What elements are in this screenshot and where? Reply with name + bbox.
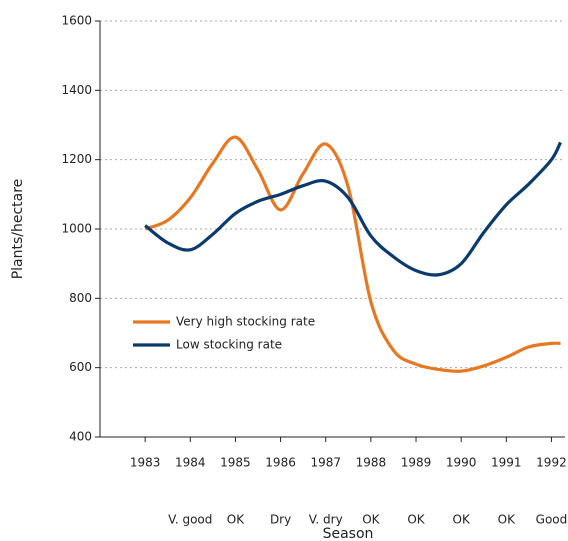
y-tick-label: 1000 xyxy=(61,222,92,236)
y-tick-label: 1600 xyxy=(61,14,92,28)
legend-label: Very high stocking rate xyxy=(176,315,315,329)
season-label: V. good xyxy=(168,513,212,527)
x-tick-label: 1983 xyxy=(130,456,161,470)
x-tick-label: 1989 xyxy=(401,456,432,470)
season-label: OK xyxy=(362,513,380,527)
x-tick-label: 1985 xyxy=(220,456,251,470)
x-tick-label: 1988 xyxy=(356,456,387,470)
x-tick-label: 1992 xyxy=(536,456,567,470)
y-tick-label: 600 xyxy=(69,360,92,374)
y-tick-label: 1200 xyxy=(61,152,92,166)
season-label: Dry xyxy=(270,513,291,527)
x-axis-title: Season xyxy=(323,526,374,541)
x-tick-label: 1990 xyxy=(446,456,477,470)
x-tick-label: 1986 xyxy=(265,456,296,470)
y-axis-title: Plants/hectare xyxy=(10,179,26,280)
x-tick-label: 1984 xyxy=(175,456,206,470)
y-tick-label: 400 xyxy=(69,430,92,444)
x-tick-label: 1991 xyxy=(491,456,522,470)
season-label: Good xyxy=(536,513,568,527)
season-label: OK xyxy=(453,513,471,527)
season-label: OK xyxy=(498,513,516,527)
y-tick-label: 800 xyxy=(69,291,92,305)
x-tick-label: 1987 xyxy=(310,456,341,470)
legend-label: Low stocking rate xyxy=(176,338,282,352)
season-label: V. dry xyxy=(309,513,343,527)
season-label: OK xyxy=(407,513,425,527)
line xyxy=(144,135,561,373)
season-label: OK xyxy=(227,513,245,527)
line xyxy=(144,141,562,277)
y-tick-label: 1400 xyxy=(61,83,92,97)
